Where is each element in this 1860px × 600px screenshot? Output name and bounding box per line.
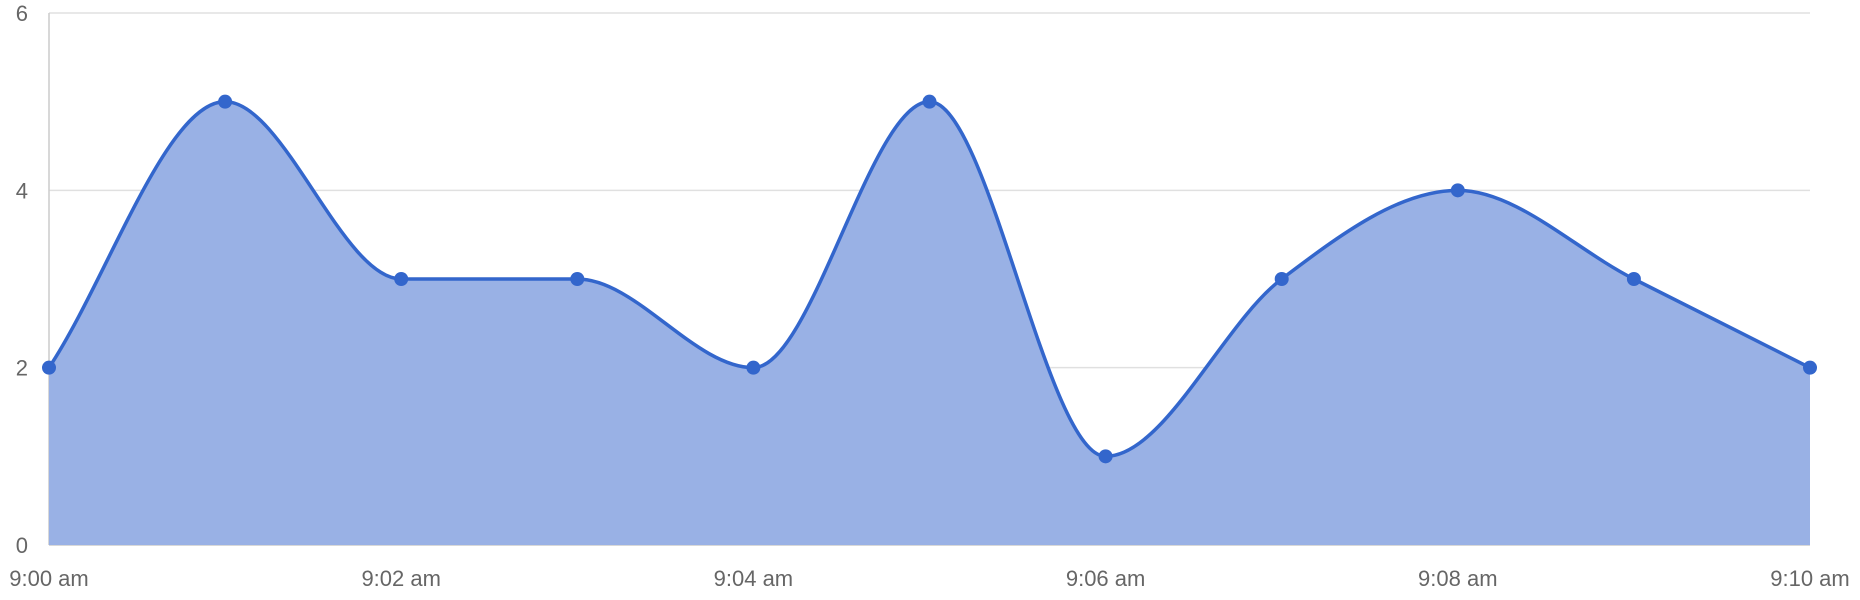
x-tick-label: 9:08 am: [1418, 566, 1498, 591]
y-tick-label: 6: [16, 1, 28, 26]
y-axis-labels: 0 2 4 6: [16, 1, 28, 558]
x-tick-label: 9:04 am: [714, 566, 794, 591]
y-tick-label: 0: [16, 533, 28, 558]
y-tick-label: 2: [16, 356, 28, 381]
data-point[interactable]: [1274, 272, 1289, 286]
data-point[interactable]: [1626, 272, 1641, 286]
data-point[interactable]: [1098, 449, 1113, 464]
x-tick-label: 9:06 am: [1066, 566, 1146, 591]
x-tick-label: 9:02 am: [361, 566, 441, 591]
data-point[interactable]: [922, 94, 937, 109]
data-point[interactable]: [1803, 360, 1817, 375]
data-point[interactable]: [42, 360, 56, 375]
area-fill: [49, 101, 1810, 546]
x-axis-labels: 9:00 am 9:02 am 9:04 am 9:06 am 9:08 am 9:10 …: [9, 566, 1850, 591]
y-tick-label: 4: [16, 178, 28, 203]
data-point[interactable]: [394, 272, 409, 286]
data-point[interactable]: [570, 272, 585, 286]
area-series: [47, 99, 1812, 546]
data-point[interactable]: [218, 94, 233, 109]
x-tick-label: 9:10 am: [1770, 566, 1850, 591]
x-tick-label: 9:00 am: [9, 566, 89, 591]
data-points: [42, 94, 1817, 464]
data-point[interactable]: [1450, 183, 1465, 198]
data-point[interactable]: [746, 360, 761, 375]
